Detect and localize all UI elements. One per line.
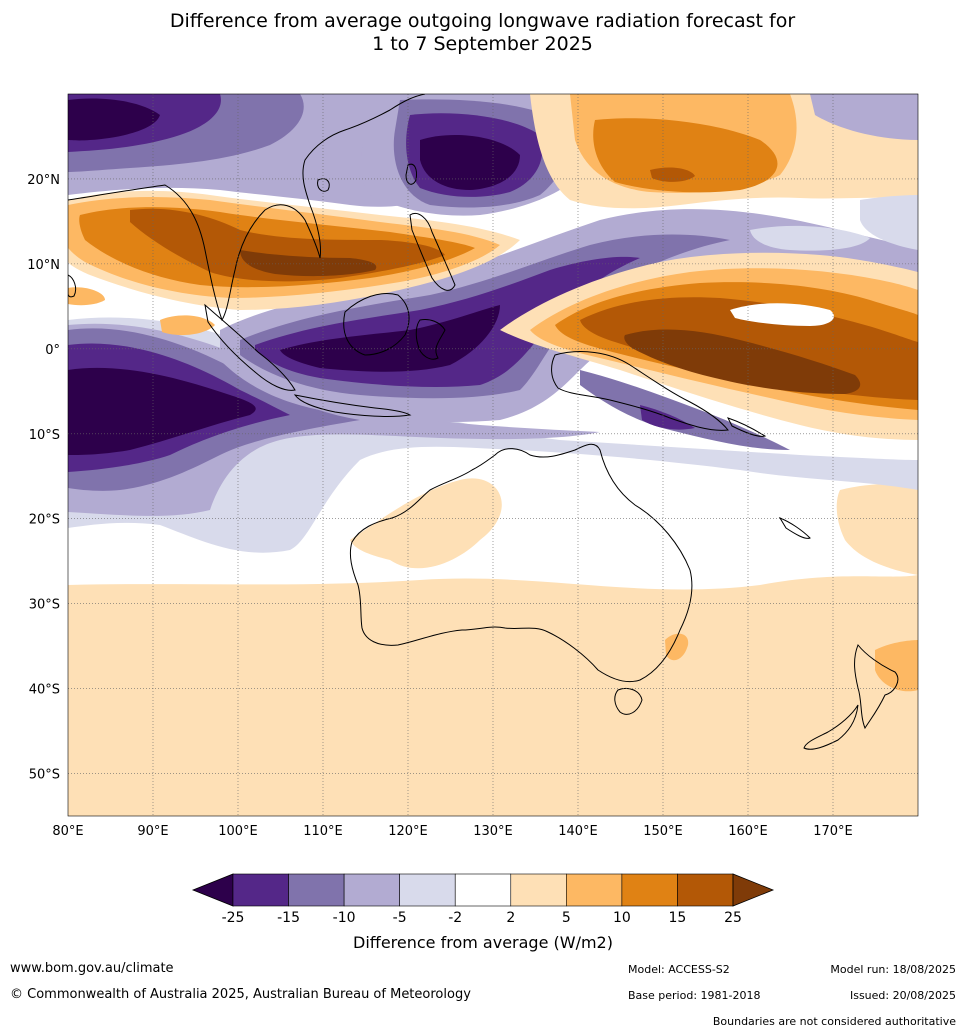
footer-disclaimer: Boundaries are not considered authoritat…: [712, 1015, 956, 1028]
hainan-outline: [317, 178, 330, 192]
anomaly-npac-brown: [650, 167, 695, 182]
colorbar-tick-label: -2: [448, 910, 462, 926]
lon-label: 80°E: [52, 824, 83, 839]
colorbar-box: [677, 873, 734, 907]
lat-label: 40°S: [29, 683, 60, 698]
colorbar-extend-high: [732, 873, 775, 907]
java-outline: [293, 394, 412, 417]
colorbar-tick-label: 15: [669, 910, 687, 926]
borneo-outline: [343, 293, 410, 356]
lon-label: 160°E: [728, 824, 768, 839]
anomaly-pac-darkbrown: [624, 329, 861, 394]
footer-website[interactable]: www.bom.gov.au/climate: [10, 961, 174, 976]
lon-label: 120°E: [388, 824, 428, 839]
sumatra-outline: [204, 303, 296, 391]
lat-label: 10°S: [29, 428, 60, 443]
colorbar-tick-label: -25: [222, 910, 245, 926]
anomaly-westedge-orange: [68, 287, 105, 306]
anomaly-mc-darkest: [280, 305, 500, 372]
solomon-islands-outline: [727, 417, 767, 437]
sulawesi-outline: [415, 319, 446, 360]
colorbar-tick-label: 5: [562, 910, 571, 926]
colorbar-box: [232, 873, 289, 907]
tasmania-outline: [614, 687, 643, 715]
longitude-labels: 80°E 90°E 100°E 110°E 120°E 130°E 140°E 150°E 16…: [52, 824, 852, 839]
chart-title: Difference from average outgoing longwav…: [0, 10, 965, 56]
anomaly-south-band: [68, 575, 918, 816]
anomaly-ne-lavender: [810, 94, 918, 140]
colorbar-tick-label: -10: [333, 910, 356, 926]
anomaly-npac-darkorange: [593, 118, 778, 193]
lat-label: 30°S: [29, 598, 60, 613]
anomaly-nw-darkest: [68, 98, 160, 141]
colorbar: -25 -15 -10 -5 -2 2 5 10 15 25: [191, 873, 775, 926]
asia-mainland-outline: [68, 94, 426, 322]
philippines-outline: [409, 213, 456, 291]
anomaly-andaman-orange: [160, 315, 215, 336]
colorbar-title: Difference from average (W/m2): [353, 933, 613, 952]
lon-label: 170°E: [813, 824, 853, 839]
colorbar-box: [621, 873, 678, 907]
footer-model: Model: ACCESS-S2: [628, 963, 730, 976]
footer-issued: Issued: 20/08/2025: [849, 989, 956, 1002]
colorbar-tick-label: -5: [393, 910, 407, 926]
anomaly-pac-lightpurple-notch: [750, 225, 870, 251]
anomaly-pac-white-notch: [730, 303, 834, 326]
anomaly-east-south: [836, 483, 918, 575]
anomaly-ne-lightpurple: [860, 195, 918, 250]
footer-base-period: Base period: 1981-2018: [628, 989, 761, 1002]
australia-outline: [349, 443, 693, 683]
lon-label: 110°E: [303, 824, 343, 839]
colorbar-box: [288, 873, 345, 907]
title-line-2: 1 to 7 September 2025: [372, 33, 593, 55]
anomaly-scs-darkest: [420, 135, 520, 190]
anomaly-south-band-low: [68, 770, 640, 816]
new-zealand-south-outline: [803, 704, 859, 750]
anomaly-aus-north: [350, 478, 502, 569]
colorbar-tick-label: -15: [277, 910, 300, 926]
lat-label: 50°S: [29, 768, 60, 783]
anomaly-png-purple: [580, 370, 790, 450]
new-zealand-north-outline: [854, 644, 899, 730]
lat-label: 20°N: [27, 173, 60, 188]
colorbar-tick-label: 25: [724, 910, 742, 926]
taiwan-outline: [405, 163, 417, 185]
lat-label: 10°N: [27, 258, 60, 273]
anomaly-aus-east: [665, 633, 689, 661]
lat-label: 20°S: [29, 513, 60, 528]
colorbar-box: [566, 873, 623, 907]
new-caledonia-outline: [778, 516, 811, 539]
footer-copyright: © Commonwealth of Australia 2025, Austra…: [10, 987, 471, 1002]
lon-label: 140°E: [558, 824, 598, 839]
title-line-1: Difference from average outgoing longwav…: [169, 10, 796, 32]
lon-label: 130°E: [473, 824, 513, 839]
latitude-labels: 20°N 10°N 0° 10°S 20°S 30°S 40°S 50°S: [27, 173, 60, 783]
colorbar-box: [510, 873, 567, 907]
anomaly-bob-darkbrown: [240, 250, 377, 277]
colorbar-extend-low: [191, 873, 234, 907]
map-frame: [67, 93, 919, 817]
colorbar-box: [343, 873, 400, 907]
anomaly-nz-orange: [875, 640, 918, 692]
lat-label: 0°: [45, 343, 60, 358]
colorbar-tick-label: 2: [506, 910, 515, 926]
colorbar-box: [399, 873, 456, 907]
footer-model-run: Model run: 18/08/2025: [830, 963, 956, 976]
gridlines: [68, 94, 918, 816]
colorbar-tick-label: 10: [613, 910, 631, 926]
colorbar-box: [454, 873, 512, 907]
anomaly-indian-darkpurple: [68, 367, 256, 455]
new-guinea-outline: [551, 351, 729, 431]
lon-label: 150°E: [643, 824, 683, 839]
lon-label: 90°E: [137, 824, 168, 839]
lon-label: 100°E: [218, 824, 258, 839]
